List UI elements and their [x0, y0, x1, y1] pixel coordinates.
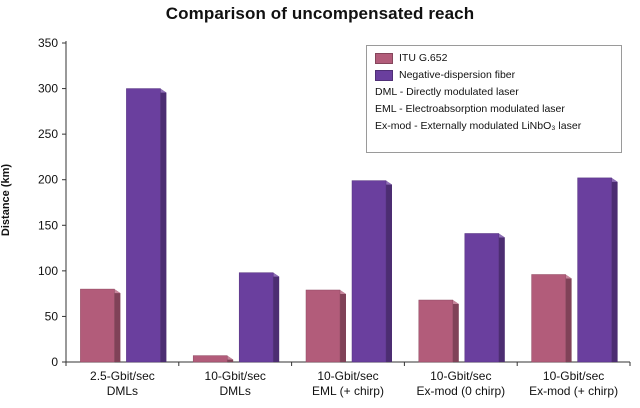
y-tick-label: 50 [45, 309, 59, 323]
legend-label: Negative-dispersion fiber [399, 69, 516, 81]
y-axis-label: Distance (km) [0, 163, 12, 237]
x-tick-label: 10-Gbit/sec [317, 369, 378, 383]
bar-itu-g-652 [531, 274, 566, 363]
bar-itu-g-652 [80, 288, 115, 363]
legend-item-itu-g652: ITU G.652 [375, 50, 615, 67]
bar-side-itu-g-652 [340, 289, 346, 362]
x-tick-label: 10-Gbit/sec [205, 369, 266, 383]
bar-negative-dispersion-fiber [464, 233, 500, 363]
bar-negative-dispersion-fiber [238, 272, 274, 363]
y-tick-label: 150 [38, 218, 58, 232]
chart-title: Comparison of uncompensated reach [165, 4, 475, 23]
x-tick-label: 10-Gbit/sec [543, 369, 604, 383]
y-tick-label: 350 [38, 36, 58, 50]
y-tick-label: 200 [38, 173, 58, 187]
bar-side-itu-g-652 [452, 300, 459, 362]
bar-itu-g-652 [192, 355, 228, 363]
legend-swatch-itu-g652 [375, 53, 393, 64]
legend-note-exmod: Ex-mod - Externally modulated LiNbO₃ las… [375, 120, 582, 132]
bar-negative-dispersion-fiber [126, 88, 161, 363]
bar-itu-g-652 [418, 299, 454, 363]
bars [80, 88, 618, 363]
legend-note-eml: EML - Electroabsorption modulated laser [375, 103, 565, 115]
x-tick-label: 2.5-Gbit/sec [90, 369, 155, 383]
y-tick-label: 0 [51, 355, 58, 369]
bar-side-itu-g-652 [114, 289, 121, 362]
y-tick-label: 250 [38, 127, 58, 141]
legend-label: ITU G.652 [399, 52, 448, 64]
x-tick-label: Ex-mod (0 chirp) [416, 384, 505, 398]
bar-itu-g-652 [305, 289, 341, 363]
x-tick-label: Ex-mod (+ chirp) [529, 384, 618, 398]
x-tick-label: DMLs [107, 384, 138, 398]
y-tick-label: 300 [38, 82, 58, 96]
bar-side-negative-dispersion-fiber [160, 88, 167, 363]
legend-note-dml: DML - Directly modulated laser [375, 86, 519, 98]
bar-side-negative-dispersion-fiber [386, 180, 392, 362]
tick-labels: 0501001502002503003502.5-Gbit/secDMLs10-… [38, 36, 618, 398]
bar-side-itu-g-652 [565, 274, 572, 362]
legend: ITU G.652 Negative-dispersion fiber DML … [366, 45, 622, 153]
bar-side-negative-dispersion-fiber [498, 233, 505, 362]
x-tick-label: 10-Gbit/sec [430, 369, 491, 383]
bar-negative-dispersion-fiber [351, 180, 387, 363]
y-tick-label: 100 [38, 264, 58, 278]
legend-item-negative-dispersion: Negative-dispersion fiber [375, 67, 615, 84]
bar-negative-dispersion-fiber [577, 177, 612, 363]
legend-swatch-negative-dispersion [375, 70, 393, 81]
x-tick-label: DMLs [220, 384, 251, 398]
x-tick-label: EML (+ chirp) [312, 384, 384, 398]
bar-side-negative-dispersion-fiber [611, 177, 618, 362]
bar-side-negative-dispersion-fiber [273, 272, 280, 362]
